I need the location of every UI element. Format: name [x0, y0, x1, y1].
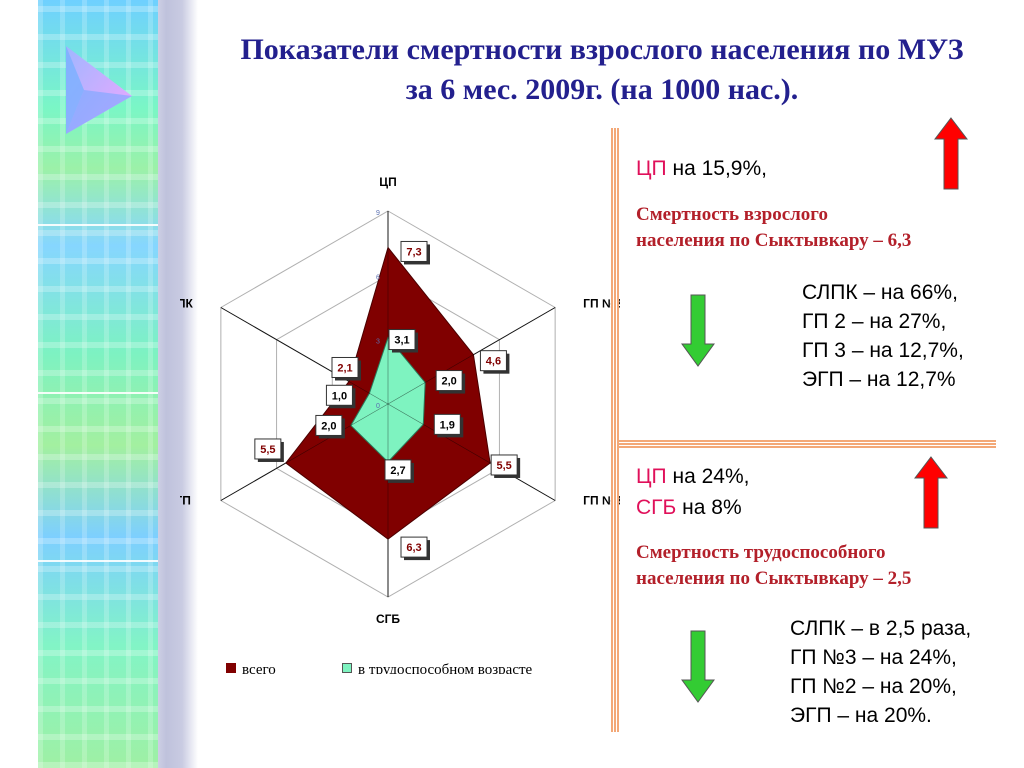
cp-change: на 24%,: [666, 465, 750, 488]
list-item: ГП 3 – на 12,7%,: [802, 339, 964, 362]
legend-item-total: всего: [226, 662, 276, 674]
data-label-working-box: [435, 370, 463, 392]
legend-label-total: всего: [242, 662, 276, 674]
data-label-total: 4,6: [486, 356, 501, 368]
data-label-total: 6,3: [406, 542, 421, 554]
arrow-up-icon: [934, 117, 968, 190]
sgb-change: на 8%: [676, 496, 742, 519]
tile-divider: [38, 224, 158, 226]
decorative-tile-strip: [38, 0, 158, 768]
axis-spoke-overlay: [387, 307, 556, 405]
decrease-list-top: СЛПК – на 66%, ГП 2 – на 27%, ГП 3 – на …: [802, 278, 964, 394]
tile-divider: [38, 560, 158, 562]
legend-label-working: в трудоспособном возрасте: [358, 662, 533, 674]
axis-spoke-overlay: [220, 403, 389, 501]
data-label-total-box: [254, 438, 282, 460]
category-label: ЦП: [379, 176, 396, 189]
legend-swatch-working: [342, 663, 352, 673]
sgb-increase: СГБ на 8%: [636, 493, 742, 522]
data-label-working: 2,0: [441, 376, 456, 388]
category-label: ЭГП: [180, 494, 191, 508]
vertical-divider: [611, 128, 619, 732]
data-label-working: 1,0: [332, 390, 347, 402]
data-label-working: 2,0: [321, 420, 336, 432]
arrow-down-icon: [681, 630, 715, 703]
data-label-total: 2,1: [337, 362, 352, 374]
slide-title: Показатели смертности взрослого населени…: [190, 30, 1014, 110]
arrow-up-icon: [914, 456, 948, 529]
list-item: СЛПК – на 66%,: [802, 281, 958, 304]
working-age-mortality-note-line-1: Смертность трудоспособного: [636, 542, 886, 563]
data-label-total-box: [331, 356, 359, 378]
data-label-total-box: [479, 350, 507, 372]
data-label-working: 1,9: [440, 419, 455, 431]
category-label: ГП №3: [583, 494, 620, 508]
category-label: СЛПК: [180, 297, 194, 311]
data-label-working: 3,1: [394, 335, 409, 347]
title-line-1: Показатели смертности взрослого населени…: [240, 33, 964, 66]
category-label: ГП №2: [583, 297, 620, 311]
tick-label: 0: [376, 403, 380, 410]
cp-change: на 15,9%,: [666, 157, 767, 180]
tick-label: 3: [376, 339, 380, 346]
cp-increase-bottom: ЦП на 24%,: [636, 462, 749, 491]
working-age-mortality-note: Смертность трудоспособного населения по …: [636, 540, 911, 592]
arrow-down-icon: [681, 294, 715, 367]
list-item: ГП №3 – на 24%,: [790, 646, 957, 669]
adult-mortality-note-line-1: Смертность взрослого: [636, 204, 828, 225]
legend-item-working: в трудоспособном возрасте: [342, 662, 532, 674]
decrease-list-bottom: СЛПК – в 2,5 раза, ГП №3 – на 24%, ГП №2…: [790, 614, 971, 730]
title-line-2: за 6 мес. 2009г. (на 1000 нас.).: [405, 73, 799, 106]
list-item: ЭГП – на 12,7%: [802, 368, 956, 391]
data-label-total: 5,5: [496, 460, 511, 472]
data-label-working-box: [388, 329, 416, 351]
working-age-mortality-note-line-2: населения по Сыктывкару – 2,5: [636, 568, 912, 589]
sgb-label: СГБ: [636, 496, 677, 519]
list-item: СЛПК – в 2,5 раза,: [790, 617, 972, 640]
data-label-working-box: [325, 384, 353, 406]
data-label-total: 7,3: [406, 246, 421, 258]
data-label-total-box: [400, 536, 428, 558]
data-label-working-box: [433, 413, 461, 435]
data-label-working-box: [384, 459, 412, 481]
adult-mortality-note-line-2: населения по Сыктывкару – 6,3: [636, 230, 912, 251]
radar-chart: 0 3 6 9 ЦП ГП №2 ГП №3 СГБ ЭГП СЛПК 7,3 4,6 5,5 6,3 5,…: [180, 176, 620, 626]
tick-label: 9: [376, 210, 380, 217]
tick-label: 6: [376, 274, 380, 281]
data-label-working: 2,7: [390, 465, 405, 477]
horizontal-divider: [619, 440, 996, 448]
cp-increase-top: ЦП на 15,9%,: [636, 154, 767, 183]
list-item: ГП №2 – на 20%,: [790, 675, 957, 698]
data-label-total-box: [490, 454, 518, 476]
cp-label: ЦП: [636, 465, 667, 488]
list-item: ЭГП – на 20%.: [790, 704, 932, 727]
cp-label: ЦП: [636, 157, 667, 180]
data-label-total: 5,5: [260, 444, 275, 456]
category-label: СГБ: [376, 612, 400, 626]
data-label-total-box: [400, 240, 428, 262]
axis-spoke-overlay: [387, 403, 556, 501]
data-label-working-box: [315, 414, 343, 436]
adult-mortality-note: Смертность взрослого населения по Сыктыв…: [636, 202, 911, 254]
tile-divider: [38, 392, 158, 394]
list-item: ГП 2 – на 27%,: [802, 310, 947, 333]
legend-swatch-total: [226, 663, 236, 673]
axis-spoke-overlay: [220, 307, 389, 405]
triangle-logo-icon: [66, 46, 132, 134]
